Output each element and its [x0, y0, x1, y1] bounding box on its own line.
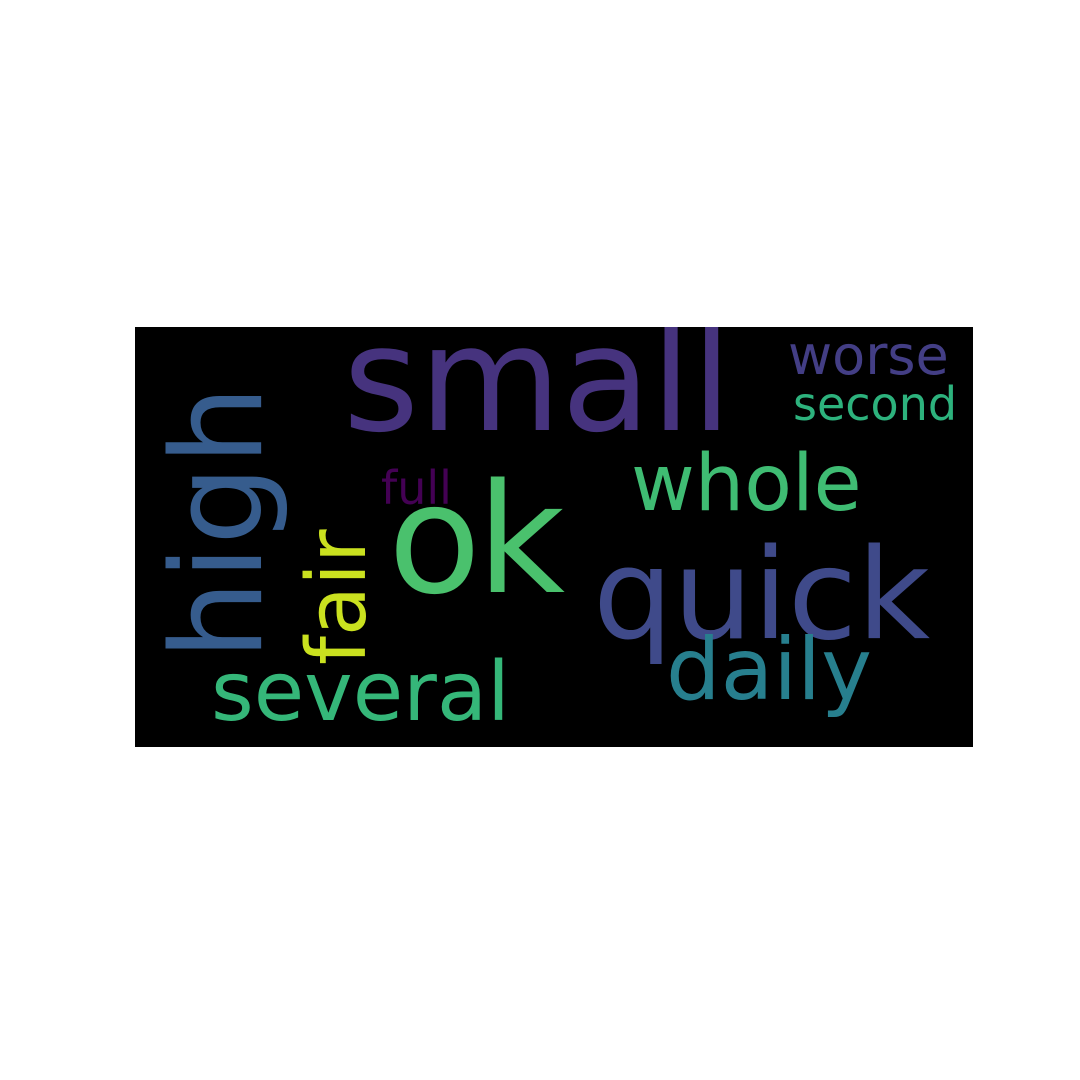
word-high: high [144, 385, 291, 660]
word-daily: daily [666, 620, 872, 720]
word-quick: quick [593, 521, 931, 668]
word-whole: whole [631, 439, 862, 529]
word-second: second [793, 377, 958, 431]
word-ok: ok [388, 451, 565, 628]
word-full: full [381, 461, 452, 515]
word-several: several [211, 645, 510, 740]
word-small: small [343, 327, 732, 465]
word-cloud-panel: small worse second high fair full whole … [135, 327, 973, 747]
word-worse: worse [788, 327, 949, 387]
